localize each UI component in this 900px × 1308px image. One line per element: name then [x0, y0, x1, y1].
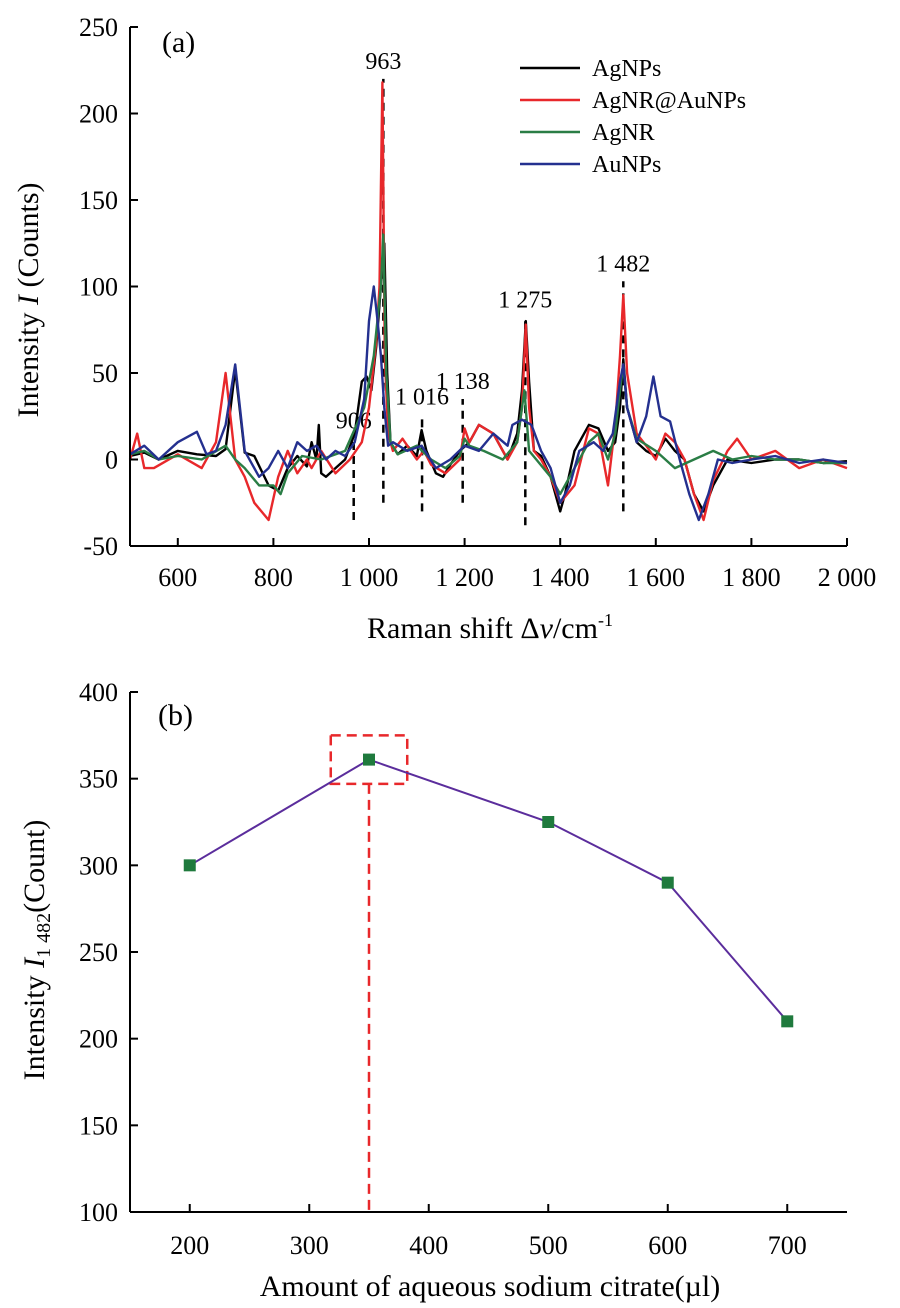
chart-a-xtick-label: 1 600 [627, 563, 686, 592]
legend-label: AgNR@AuNPs [592, 88, 746, 114]
chart-b: (b) 100 150 200 250 300 350 400 200 300 400 500 600… [18, 678, 847, 1303]
series-line-agnr-aunps [128, 81, 848, 522]
chart-a-legend: AgNPs AgNR@AuNPs AgNR AuNPs [520, 56, 746, 178]
series-line [189, 758, 789, 1022]
legend-label: AgNPs [592, 56, 661, 82]
chart-b-xtick-label: 500 [529, 1231, 568, 1260]
chart-a-ytick-label: -50 [83, 532, 118, 561]
chart-b-ytick-label: 250 [79, 938, 118, 967]
chart-b-ytick-label: 400 [79, 678, 118, 707]
series-line-agnr [129, 233, 847, 496]
chart-a-ytick-label: 150 [79, 186, 118, 215]
peak-label: 1 275 [498, 288, 552, 314]
chart-a-xtick-label: 1 800 [722, 563, 781, 592]
data-point [781, 1015, 794, 1028]
chart-a-xlabel: Raman shift Δv/cm-1 [367, 610, 613, 645]
peak-label: 1 482 [596, 251, 650, 277]
legend-label: AgNR [592, 120, 655, 146]
panel-label-a: (a) [162, 26, 195, 59]
chart-a-xtick-label: 2 000 [818, 563, 877, 592]
chart-a-xtick-label: 1 000 [340, 563, 399, 592]
chart-a-ytick-label: 0 [105, 446, 118, 475]
data-point [183, 859, 196, 872]
chart-b-ytick-label: 150 [79, 1111, 118, 1140]
chart-a-ytick-label: 200 [79, 100, 118, 129]
chart-b-xtick-label: 200 [170, 1231, 209, 1260]
chart-b-ytick-label: 200 [79, 1025, 118, 1054]
chart-b-xtick-label: 600 [648, 1231, 687, 1260]
chart-b-xtick-label: 300 [290, 1231, 329, 1260]
chart-a-xtick-label: 1 400 [531, 563, 590, 592]
chart-a-ytick-label: 50 [92, 359, 118, 388]
chart-b-ytick-label: 350 [79, 765, 118, 794]
chart-b-xtick-label: 700 [768, 1231, 807, 1260]
chart-a-axes: -50 0 50 100 150 200 250 600 800 1 000 1 200 1 400 1… [79, 13, 876, 592]
data-point [363, 753, 375, 766]
chart-b-axes: 100 150 200 250 300 350 400 200 300 400 500 600 700 [79, 678, 847, 1260]
chart-a-xtick-label: 800 [254, 563, 293, 592]
panel-label-b: (b) [158, 699, 193, 732]
chart-a-ytick-label: 250 [79, 13, 118, 42]
chart-b-xlabel: Amount of aqueous sodium citrate(µl) [260, 1270, 721, 1303]
chart-a-xtick-label: 1 200 [435, 563, 494, 592]
data-point [542, 816, 555, 828]
legend-label: AuNPs [592, 152, 661, 178]
chart-a-ylabel: Intensity I (Counts) [12, 183, 45, 418]
chart-b-highlight [329, 734, 409, 1212]
chart-a-ytick-label: 100 [79, 273, 118, 302]
peak-label: 1 138 [436, 369, 490, 395]
peak-label: 1 016 [395, 385, 449, 411]
data-point [661, 876, 674, 889]
chart-b-series [183, 753, 794, 1028]
chart-a-series [128, 81, 848, 522]
chart-a-xtick-label: 600 [158, 563, 197, 592]
peak-label: 963 [365, 49, 401, 75]
chart-b-ytick-label: 300 [79, 851, 118, 880]
series-line-aunps [129, 285, 848, 522]
chart-b-ytick-label: 100 [79, 1198, 118, 1227]
chart-b-ylabel: Intensity I1 482(Count) [18, 820, 55, 1081]
chart-b-xtick-label: 400 [409, 1231, 448, 1260]
